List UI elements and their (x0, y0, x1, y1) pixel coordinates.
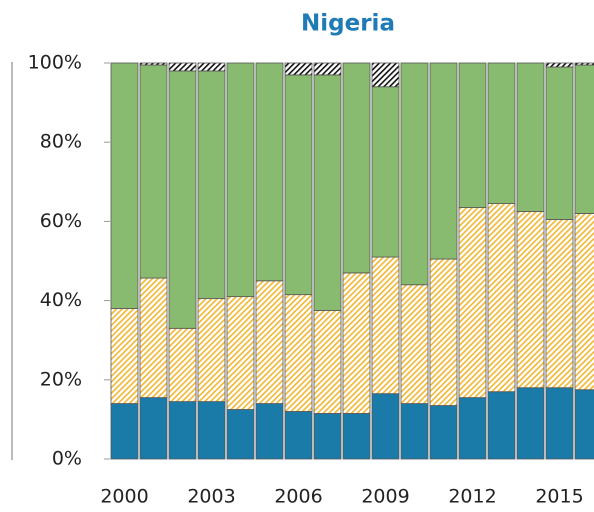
bar-segment (574, 62, 594, 66)
x-tick-label: 2009 (361, 486, 409, 508)
bar-segment (255, 403, 284, 460)
bar-segment (110, 403, 139, 460)
bar-segment (429, 62, 458, 260)
bar-segment (168, 327, 197, 402)
x-tick-label: 2006 (274, 486, 322, 508)
bar-segment (197, 62, 226, 72)
bar-segment (284, 74, 313, 296)
bar-segment (429, 405, 458, 460)
bar-segment (313, 62, 342, 76)
bar-segment (313, 310, 342, 414)
y-tick-label: 40% (40, 289, 82, 311)
bar-segment (371, 256, 400, 395)
bar-segment (168, 70, 197, 329)
bar-segment (400, 403, 429, 460)
bar-segment (284, 62, 313, 76)
bar-segment (168, 62, 197, 72)
bar-segment (458, 62, 487, 208)
bar-segment (487, 391, 516, 460)
bar-segment (574, 64, 594, 214)
chart-title: Nigeria (301, 11, 395, 37)
y-tick-label: 0% (52, 448, 82, 470)
bar-segment (371, 62, 400, 88)
bar-segment (342, 272, 371, 414)
bar-segment (487, 203, 516, 393)
bar-segment (226, 62, 255, 298)
bar-segment (516, 211, 545, 389)
bar-segment (284, 294, 313, 412)
bar-segment (168, 401, 197, 460)
bar-segment (139, 62, 168, 66)
bar-segment (313, 74, 342, 311)
bar-segment (545, 387, 574, 460)
x-tick-label: 2015 (535, 486, 583, 508)
bar-segment (400, 62, 429, 286)
bar-segment (110, 308, 139, 404)
bar-segment (342, 62, 371, 274)
bar-segment (226, 296, 255, 410)
bar-segment (284, 411, 313, 460)
bar-segment (545, 62, 574, 68)
bar-segment (487, 62, 516, 204)
bar-segment (429, 258, 458, 406)
bar-segment (197, 401, 226, 460)
bar-segment (400, 284, 429, 404)
bar-segment (516, 62, 545, 212)
bar-segment (197, 298, 226, 402)
x-tick-label: 2000 (100, 486, 148, 508)
bar-segment (110, 62, 139, 309)
bar-segment (342, 413, 371, 460)
bar-segment (255, 280, 284, 404)
bar-segment (255, 62, 284, 282)
bar-segment (545, 219, 574, 389)
bar-segment (139, 277, 168, 399)
x-tick-label: 2003 (187, 486, 235, 508)
bar-segment (313, 413, 342, 460)
bar-segment (574, 213, 594, 391)
bar-segment (458, 207, 487, 399)
y-tick-label: 20% (40, 368, 82, 390)
bar-segment (371, 86, 400, 258)
y-tick-label: 100% (28, 52, 82, 74)
bar-segment (226, 409, 255, 460)
bar-segment (458, 397, 487, 460)
bar-segment (545, 66, 574, 220)
bar-segment (139, 397, 168, 460)
bar-segment (516, 387, 545, 460)
x-tick-label: 2012 (448, 486, 496, 508)
bar-segment (139, 64, 168, 279)
y-tick-label: 60% (40, 210, 82, 232)
y-tick-label: 80% (40, 131, 82, 153)
bar-segment (371, 393, 400, 460)
bar-segment (574, 389, 594, 460)
bar-segment (197, 70, 226, 300)
